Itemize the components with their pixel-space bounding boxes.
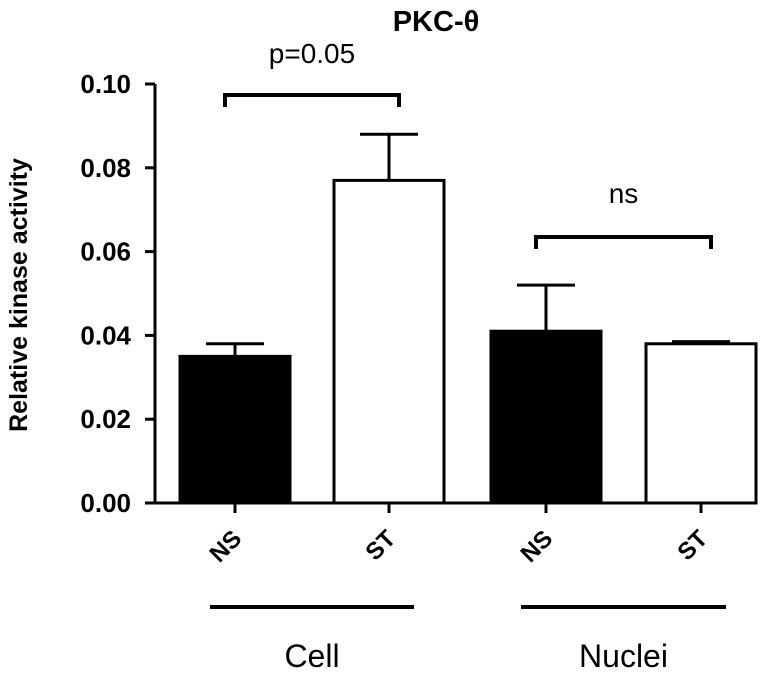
bar-3: [644, 342, 758, 505]
y-axis-label: Relative kinase activity: [5, 158, 33, 432]
y-tick-label: 0.10: [80, 69, 131, 99]
x-tick-label: ST: [672, 525, 713, 566]
bar-0: [178, 354, 292, 505]
group-label-0: Cell: [284, 638, 339, 674]
bar-1: [332, 178, 446, 505]
significance-bracket-1: [534, 235, 713, 249]
significance-label-1: ns: [609, 178, 639, 209]
y-tick-label: 0.00: [80, 488, 131, 518]
chart-title: PKC-θ: [393, 6, 480, 38]
x-tick-label: NS: [516, 525, 559, 568]
group-label-1: Nuclei: [579, 638, 668, 674]
y-tick-label: 0.02: [80, 404, 131, 434]
bar-2: [489, 329, 603, 505]
significance-label-0: p=0.05: [269, 38, 355, 69]
x-tick-label: NS: [205, 525, 248, 568]
y-tick-label: 0.08: [80, 153, 131, 183]
y-tick-label: 0.06: [80, 237, 131, 267]
x-tick-label: ST: [360, 525, 401, 566]
significance-bracket-0: [223, 93, 401, 107]
y-tick-label: 0.04: [80, 320, 131, 350]
